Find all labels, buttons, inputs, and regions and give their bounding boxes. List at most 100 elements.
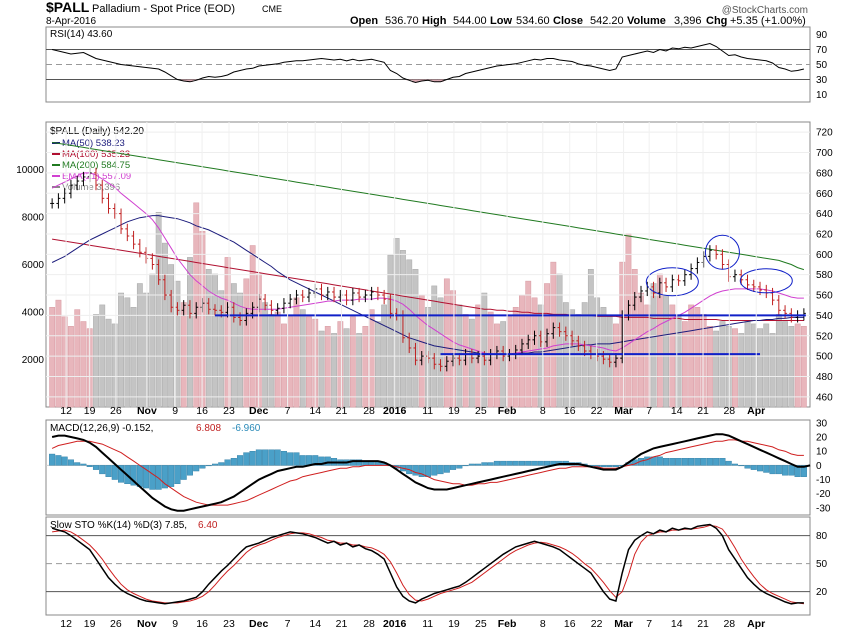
price-bar (607, 354, 612, 368)
price-bar (300, 289, 305, 303)
rsi-oversold-fill (437, 79, 444, 82)
price-bar (720, 249, 725, 270)
volume-bar (274, 311, 281, 408)
volume-bar (713, 330, 720, 408)
price-bar (638, 285, 643, 303)
price-x-axis-label: 7 (646, 405, 652, 417)
macd-histogram-bar (493, 460, 500, 466)
volume-bar (800, 326, 807, 408)
price-bar (432, 353, 437, 370)
watermark: @StockCharts.com (722, 5, 808, 16)
price-bar (776, 295, 781, 316)
volume-bar (318, 330, 325, 408)
price-x-axis-label: Nov (137, 405, 157, 417)
macd-histogram-bar (663, 458, 670, 466)
price-bar (175, 302, 180, 316)
macd-tick-label: -20 (816, 489, 831, 500)
sto-x-axis-label: 19 (84, 618, 96, 630)
volume-bar (306, 316, 312, 408)
sto-x-axis-label: 16 (564, 618, 576, 630)
volume-bar (124, 297, 131, 408)
volume-bar (481, 292, 488, 408)
high-value: 544.00 (453, 15, 487, 27)
macd-histogram-bar (299, 455, 306, 466)
price-x-axis-label: 25 (475, 405, 487, 417)
macd-tick-label: 10 (816, 447, 828, 458)
price-bar (563, 326, 568, 341)
macd-histogram-bar (130, 465, 137, 486)
volume-bar (437, 297, 444, 408)
price-x-axis-label: 21 (697, 405, 709, 417)
price-x-axis-label: 22 (591, 405, 603, 417)
price-x-axis-label: 16 (564, 405, 576, 417)
price-bar (100, 180, 105, 204)
macd-histogram-bar (287, 452, 294, 466)
price-tick-label: 480 (816, 372, 833, 383)
price-bar (745, 274, 750, 290)
volume-bar (111, 323, 118, 408)
volume-bar (230, 283, 237, 408)
price-bar (363, 289, 368, 303)
macd-histogram-bar (218, 462, 225, 466)
macd-histogram-bar (136, 465, 143, 487)
sto-x-axis-label: 8 (540, 618, 546, 630)
price-x-axis-label: 19 (84, 405, 96, 417)
macd-line (51, 433, 811, 512)
macd-histogram-bar (99, 465, 106, 475)
macd-tick-label: 30 (816, 418, 828, 429)
sto-x-axis-label: 11 (422, 618, 433, 630)
macd-histogram-bar (681, 458, 688, 466)
price-bar (350, 287, 355, 306)
price-bar (695, 257, 700, 274)
sto-x-axis-label: 9 (172, 618, 178, 630)
price-bar (131, 230, 136, 250)
macd-histogram-bar (738, 465, 745, 467)
volume-bar (650, 283, 657, 408)
price-bar (670, 274, 675, 292)
macd-histogram-bar (431, 465, 438, 476)
macd-histogram-bar (224, 459, 231, 466)
volume-bar (663, 295, 669, 408)
sto-x-axis-label: 2016 (383, 618, 407, 630)
volume-tick-label: 8000 (22, 213, 45, 224)
macd-histogram-bar (418, 465, 425, 477)
macd-tick-label: 0 (816, 461, 822, 472)
volume-bar (750, 323, 757, 408)
macd-value-1: 6.808 (196, 423, 221, 434)
macd-histogram-bar (268, 449, 275, 466)
macd-signal-line (51, 439, 804, 506)
price-bar (651, 281, 656, 299)
sto-label: Slow STO %K(14) %D(3) 7.85, (50, 520, 187, 531)
price-bar (106, 193, 111, 214)
volume-bar (205, 269, 212, 408)
price-tick-label: 620 (816, 229, 833, 240)
rsi-tick-label: 70 (816, 45, 828, 56)
volume-bar (587, 269, 594, 408)
volume-bar (788, 326, 795, 408)
macd-histogram-bar (443, 465, 450, 473)
rsi-oversold-fill (431, 79, 438, 82)
price-bar (632, 291, 637, 311)
volume-bar (387, 254, 394, 408)
sto-x-axis-label: 7 (285, 618, 291, 630)
formation-circle-top (704, 234, 740, 270)
macd-histogram-bar (800, 465, 807, 477)
price-x-axis-label: Feb (498, 405, 517, 417)
price-bar (181, 300, 186, 316)
macd-histogram-bar (769, 465, 776, 475)
price-x-axis-label: Dec (249, 405, 268, 417)
macd-histogram-bar (450, 465, 457, 470)
volume-bar (393, 238, 400, 408)
macd-histogram-bar (155, 465, 162, 490)
volume-bar (218, 290, 225, 408)
price-bar (194, 302, 199, 319)
price-bar (294, 289, 299, 305)
macd-histogram-bar (468, 463, 475, 466)
macd-histogram-bar (744, 465, 751, 469)
volume-bar (775, 314, 782, 408)
sto-x-axis-label: 21 (697, 618, 709, 630)
volume-bar (343, 328, 350, 408)
volume-bar (249, 245, 256, 408)
price-x-axis-label: 23 (223, 405, 235, 417)
macd-histogram-bar (249, 450, 256, 466)
